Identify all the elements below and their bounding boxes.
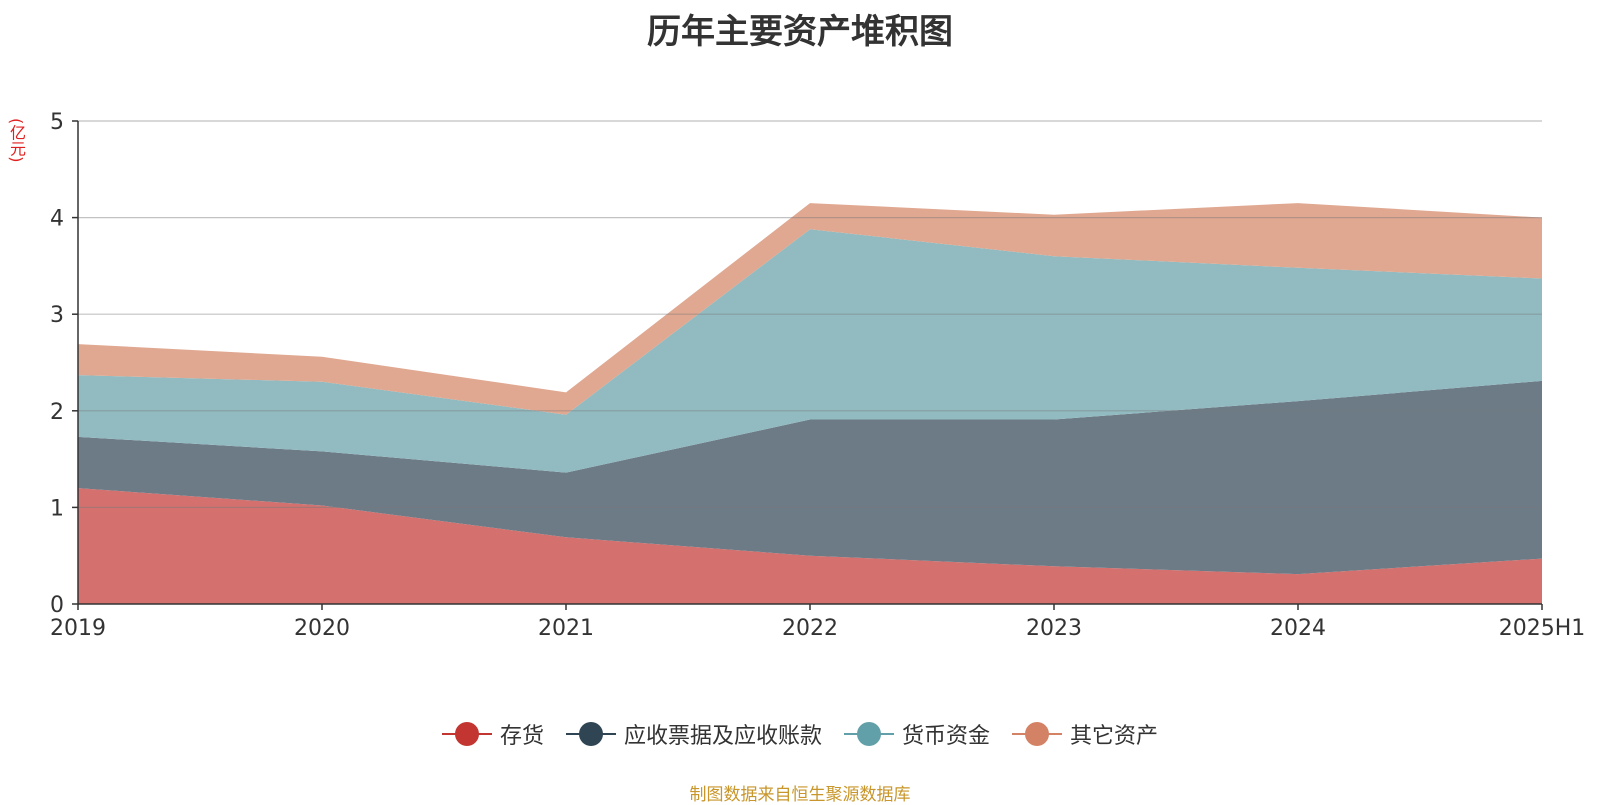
area-series-1 [78,488,1542,604]
legend-label: 应收票据及应收账款 [623,724,822,749]
x-tick-label: 2023 [1026,616,1082,641]
legend-marker-icon [844,722,894,746]
legend-item-4[interactable]: 其它资产 [1012,718,1158,750]
chart-legend: 存货 应收票据及应收账款 货币资金 其它资产 [0,718,1600,750]
x-tick-label: 2025H1 [1499,616,1586,641]
x-tick-label: 2024 [1270,616,1326,641]
y-axis-unit-label: (亿元) [7,118,26,163]
y-tick-label: 2 [50,400,64,425]
legend-label: 其它资产 [1070,724,1159,749]
source-note: 制图数据来自恒生聚源数据库 [689,785,911,805]
y-tick-label: 5 [50,110,64,135]
chart-title: 历年主要资产堆积图 [647,12,953,52]
x-tick-label: 2021 [538,616,594,641]
y-tick-label: 4 [50,207,64,232]
y-tick-label: 3 [50,303,64,328]
legend-label: 存货 [499,724,544,749]
legend-label: 货币资金 [902,724,991,749]
legend-marker-icon [1012,722,1063,746]
legend-item-2[interactable]: 应收票据及应收账款 [565,718,822,750]
area-series-3 [78,229,1542,473]
legend-item-3[interactable]: 货币资金 [844,718,990,750]
area-series-2 [78,380,1542,575]
x-tick-label: 2022 [782,616,838,641]
stacked-area-chart: 0 1 2 3 4 5 2019 2020 2021 2022 2023 2024 2025H1 [50,110,1586,641]
x-tick-label: 2019 [50,616,106,641]
legend-marker-icon [441,722,492,746]
x-tick-label: 2020 [294,616,350,641]
legend-item-1[interactable]: 存货 [441,718,544,750]
y-tick-label: 0 [50,593,64,618]
legend-marker-icon [565,722,616,746]
area-series-4 [78,203,1542,415]
y-tick-label: 1 [50,496,64,521]
